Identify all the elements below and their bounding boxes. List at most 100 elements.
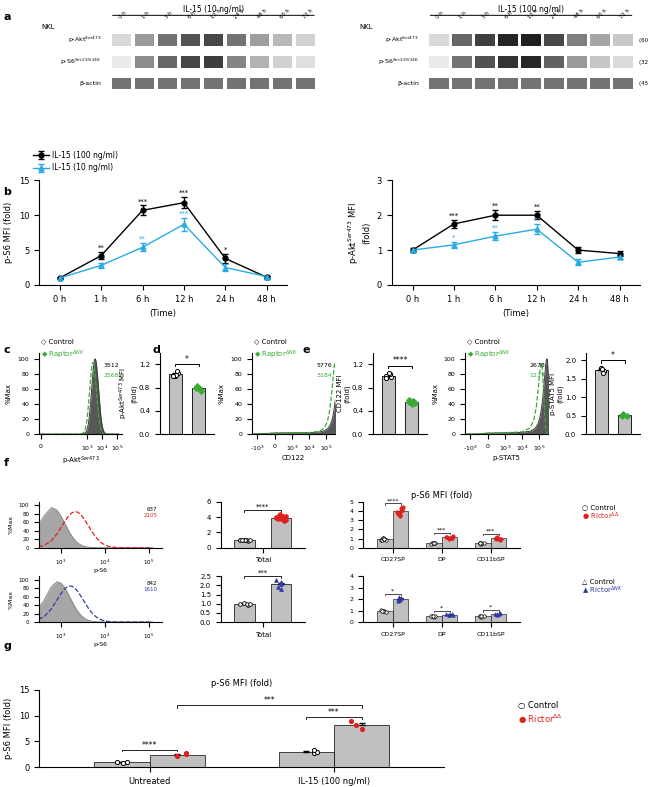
Bar [590,78,610,89]
Point [172,365,182,378]
Point [491,532,502,545]
Point [276,575,286,588]
Point [597,363,607,375]
Point [474,537,485,549]
Text: NKL: NKL [42,24,55,30]
Text: 5776: 5776 [317,363,333,368]
Bar [442,615,458,622]
Point [447,531,457,544]
Text: (60 kDa): (60 kDa) [639,38,650,42]
Point [474,610,485,623]
Point [396,504,407,516]
Bar [452,57,472,68]
Point [311,745,322,758]
Point [476,609,486,622]
Text: e: e [302,345,310,355]
Point [112,756,122,768]
Point [396,503,407,515]
Point [276,512,286,525]
Point [239,534,249,546]
Point [172,750,183,763]
Point [444,532,454,545]
Text: ***: *** [257,569,268,575]
Point [425,609,436,622]
Text: **: ** [98,245,105,251]
Point [474,537,485,549]
Bar [250,34,269,46]
Point [428,537,439,549]
Text: 1277: 1277 [530,373,545,378]
Text: ***: *** [179,190,189,196]
Legend: IL-15 (100 ng/ml), IL-15 (10 ng/ml): IL-15 (100 ng/ml), IL-15 (10 ng/ml) [31,147,121,176]
Text: c: c [3,345,10,355]
Bar [181,34,200,46]
X-axis label: (Time): (Time) [502,309,530,318]
Point [276,508,286,520]
Point [494,608,504,620]
Bar [452,78,472,89]
Text: ****: **** [256,504,270,509]
Point [168,370,179,382]
Point [395,509,405,522]
Y-axis label: p-S6 MFI (fold): p-S6 MFI (fold) [4,202,13,264]
Bar [590,57,610,68]
Text: β-actin: β-actin [397,81,419,86]
Point [235,534,245,547]
Point [446,532,456,545]
Point [410,397,420,409]
Text: 1 h: 1 h [458,10,468,20]
Text: 0 h: 0 h [436,10,445,20]
Point [173,367,183,379]
Text: 2568: 2568 [104,373,120,378]
Point [378,532,389,545]
Bar [94,762,150,767]
Text: ***: *** [179,211,189,217]
Text: (32 kDa): (32 kDa) [639,60,650,65]
Title: p-S6 MFI (fold): p-S6 MFI (fold) [211,678,272,688]
Bar [169,375,182,434]
Text: 24 h: 24 h [551,8,562,20]
Bar [426,616,442,622]
Text: △ Control: △ Control [582,578,615,585]
Title: p-S6 MFI (fold): p-S6 MFI (fold) [411,491,473,500]
Point [404,394,415,407]
Bar [521,34,541,46]
Bar [112,34,131,46]
Point [274,508,284,521]
Point [271,512,281,524]
Text: β-actin: β-actin [79,81,101,86]
Bar [250,78,269,89]
Bar [158,78,177,89]
Text: 3 h: 3 h [164,10,174,20]
Point [479,610,489,623]
Bar [273,78,292,89]
Bar [296,57,315,68]
Point [235,534,245,546]
Point [239,597,249,609]
Point [277,512,287,525]
Bar [227,57,246,68]
Text: 3184: 3184 [317,373,333,378]
Bar [112,57,131,68]
Y-axis label: %Max: %Max [8,515,13,534]
Point [270,511,281,523]
Bar [334,725,389,767]
Point [599,365,609,378]
Point [444,608,454,621]
X-axis label: (Time): (Time) [150,309,177,318]
Text: ***: *** [96,256,106,261]
Bar [393,599,408,622]
Point [376,604,387,616]
Point [244,598,255,611]
Point [242,534,253,547]
Point [276,582,287,595]
Point [379,532,389,545]
Bar [227,78,246,89]
Point [377,604,387,617]
Text: *: * [440,605,443,611]
Text: ◆ Raptor$^{\Delta NK}$: ◆ Raptor$^{\Delta NK}$ [41,349,84,361]
X-axis label: p-STAT5: p-STAT5 [493,455,521,460]
Bar [442,538,458,548]
Point [426,610,437,623]
Text: ***: *** [328,708,340,717]
